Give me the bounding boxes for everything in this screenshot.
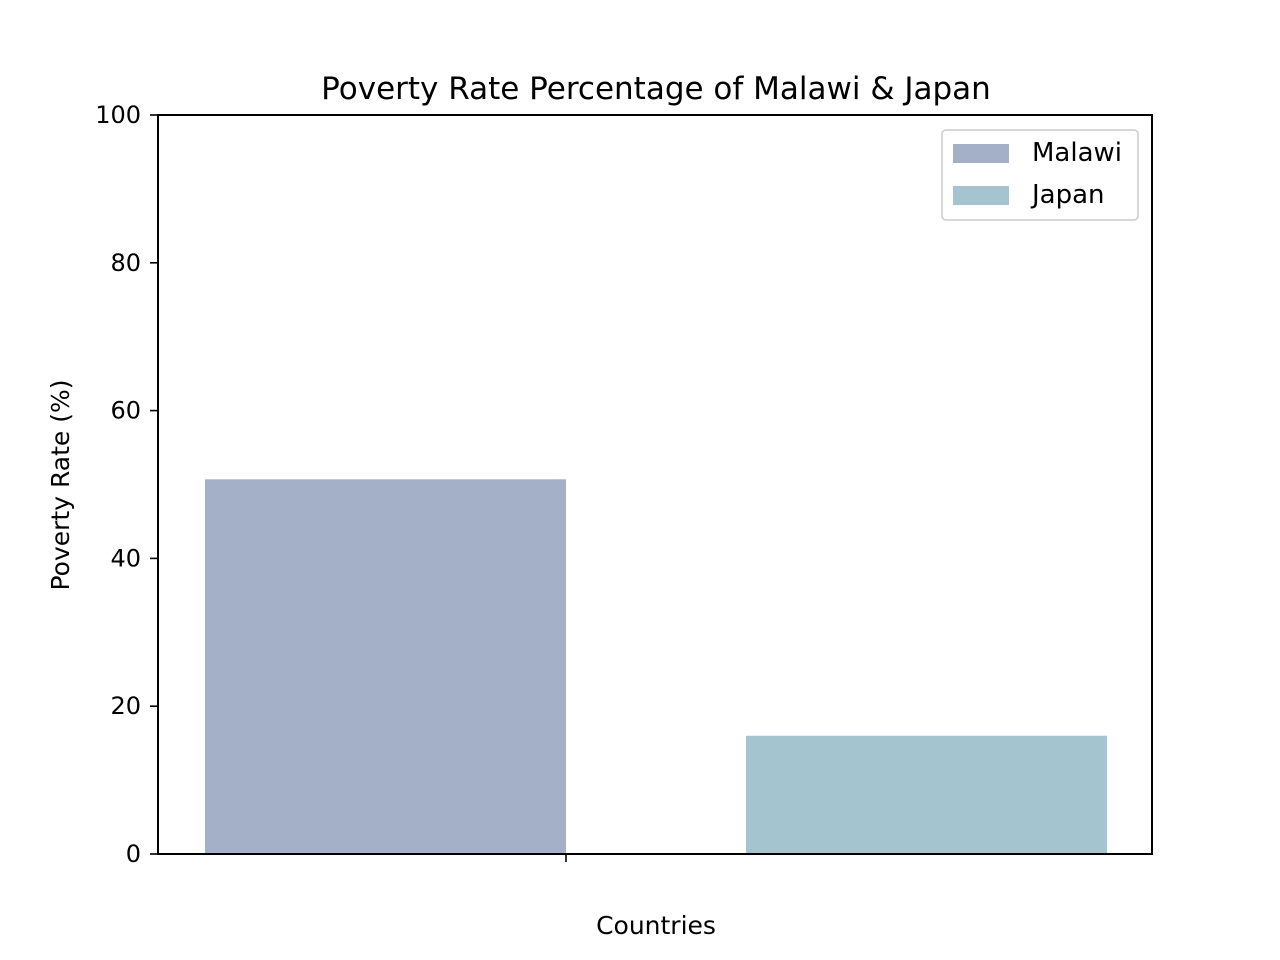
legend-swatch-japan	[953, 186, 1009, 205]
legend-swatch-malawi	[953, 144, 1009, 163]
plot-frame	[157, 114, 1153, 855]
y-tick-label: 100	[95, 101, 141, 129]
legend-label-japan: Japan	[1030, 180, 1105, 210]
y-tick-label: 20	[110, 692, 141, 720]
legend-label-malawi: Malawi	[1032, 138, 1122, 168]
bar-malawi	[205, 479, 566, 854]
y-tick-label: 80	[110, 249, 141, 277]
bar-japan	[746, 735, 1107, 854]
legend-items: Malawi Japan	[953, 138, 1122, 210]
y-axis-ticks: 0 20 40 60 80 100	[95, 101, 158, 868]
bars-group	[205, 479, 1107, 854]
y-tick-label: 60	[110, 397, 141, 425]
y-tick-label: 0	[126, 840, 141, 868]
y-axis-label: Poverty Rate (%)	[46, 379, 75, 590]
y-tick-label: 40	[110, 544, 141, 572]
chart-title: Poverty Rate Percentage of Malawi & Japa…	[321, 71, 991, 107]
legend: Malawi Japan	[941, 129, 1139, 221]
x-axis-label: Countries	[596, 911, 716, 940]
